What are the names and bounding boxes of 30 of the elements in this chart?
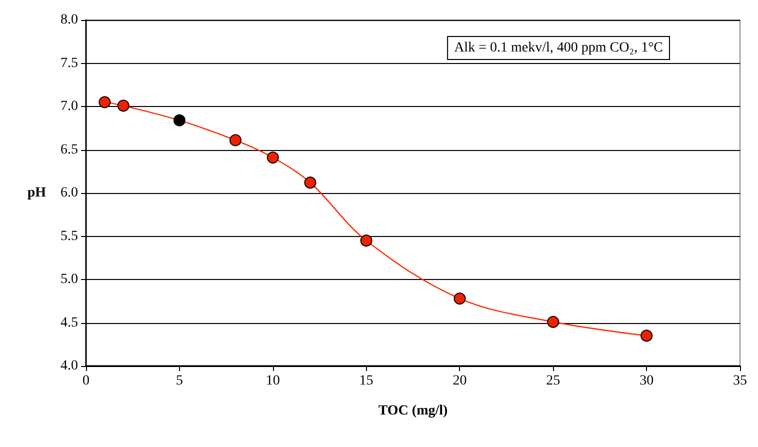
point <box>360 234 372 247</box>
y-axis-title: pH <box>27 186 46 200</box>
point <box>117 100 130 112</box>
x-tick-label: 15 <box>359 374 374 388</box>
x-tick-label: 5 <box>176 374 183 388</box>
annotation: Alk = 0.1 mekv/l, 400 ppm CO₂, 1°C <box>454 40 664 56</box>
y-tick-label: 4.0 <box>60 358 78 374</box>
point <box>98 96 111 108</box>
x-axis-title: TOC (mg/l) <box>378 404 448 418</box>
point <box>266 152 279 164</box>
point <box>229 134 242 146</box>
y-tick-label: 6.5 <box>60 142 78 158</box>
x-tick-label: 35 <box>733 374 747 388</box>
point <box>173 114 186 126</box>
point <box>304 176 316 189</box>
x-tick-label: 0 <box>82 374 90 388</box>
x-tick-label: 10 <box>266 374 280 388</box>
y-tick-label: 5.0 <box>60 272 78 287</box>
point <box>547 316 560 328</box>
y-tick-label: 7.5 <box>60 56 78 71</box>
point <box>640 330 653 342</box>
point <box>454 292 466 305</box>
y-tick-label: 4.5 <box>60 315 78 330</box>
y-tick-label: 7.0 <box>60 99 78 114</box>
x-tick-label: 30 <box>640 374 654 388</box>
y-tick-label: 6.0 <box>60 186 78 200</box>
x-tick-label: 25 <box>546 374 560 388</box>
x-tick-label: 20 <box>452 374 467 388</box>
y-tick-label: 8.0 <box>60 12 78 28</box>
y-tick-label: 5.5 <box>60 228 78 244</box>
